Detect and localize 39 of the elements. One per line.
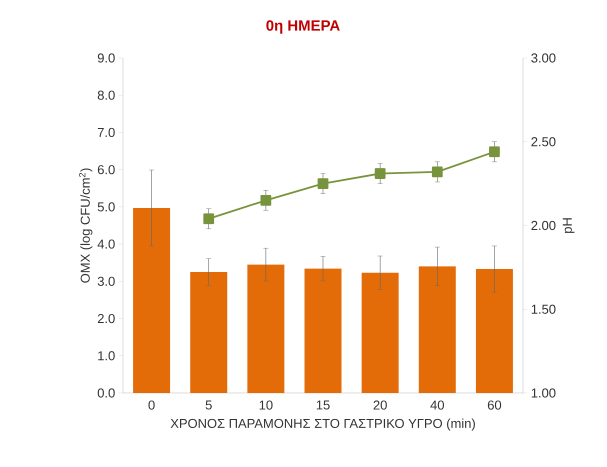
y2-tick-label: 3.00 xyxy=(531,53,556,63)
bar xyxy=(190,272,228,393)
bar xyxy=(476,269,513,393)
y2-tick-label: 2.50 xyxy=(531,137,556,146)
x-axis-title: ΧΡΟΝΟΣ ΠΑΡΑΜΟΝΗΣ ΣΤΟ ΓΑΣΤΡΙΚΟ ΥΓΡΟ (min) xyxy=(170,418,475,431)
x-tick-label: 40 xyxy=(430,400,444,410)
bar xyxy=(133,208,170,393)
x-tick-label: 0 xyxy=(148,400,155,410)
point xyxy=(260,194,272,206)
y-tick-label: 5.0 xyxy=(98,202,115,212)
bar xyxy=(247,264,284,393)
y-tick-label: 7.0 xyxy=(98,128,115,138)
point xyxy=(489,146,500,158)
y-tick-label: 8.0 xyxy=(98,90,115,100)
chart-title: 0η ΗΜΕΡΑ xyxy=(266,20,340,34)
y-tick-label: 0.0 xyxy=(98,388,115,398)
y2-tick-label: 1.00 xyxy=(532,388,556,398)
bar xyxy=(362,272,399,393)
point xyxy=(203,213,214,224)
y-tick-label: 4.0 xyxy=(98,240,115,249)
x-tick-label: 5 xyxy=(206,400,212,410)
point xyxy=(432,166,443,178)
point xyxy=(374,168,386,179)
y-tick-label: 9.0 xyxy=(98,53,115,63)
y2-tick-label: 1.50 xyxy=(532,304,556,314)
x-tick-label: 15 xyxy=(316,400,330,410)
y-tick-label: 2.0 xyxy=(98,314,115,324)
bar xyxy=(418,266,456,393)
y-tick-label: 6.0 xyxy=(98,165,115,174)
x-tick-label: 20 xyxy=(374,400,387,410)
x-tick-label: 60 xyxy=(488,400,502,410)
y-tick-label: 3.0 xyxy=(98,276,115,286)
y-axis-title: OMX (log CFU/cm$^{2}$) xyxy=(79,168,92,283)
y2-axis-title: pH xyxy=(562,218,574,233)
y-tick-label: 1.0 xyxy=(98,351,115,360)
x-tick-label: 10 xyxy=(260,400,273,410)
bar xyxy=(304,268,342,393)
y2-tick-label: 2.00 xyxy=(531,220,556,230)
point xyxy=(318,178,328,189)
